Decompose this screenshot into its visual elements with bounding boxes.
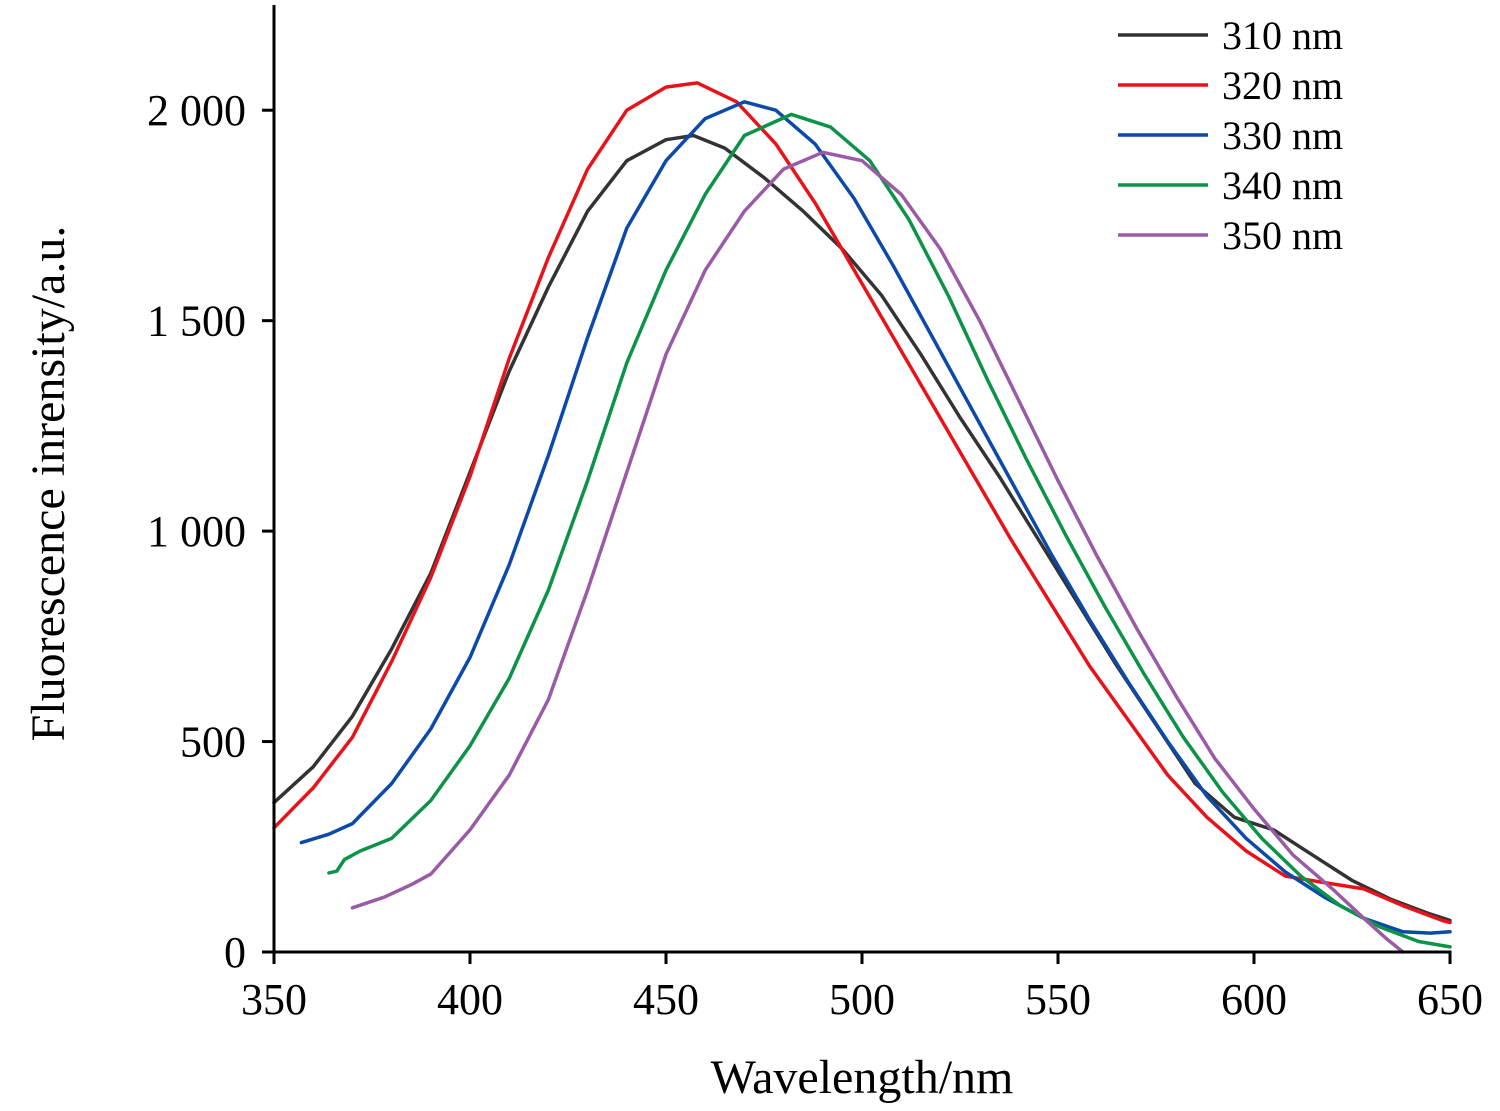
x-axis-ticks: 350 400 450 500 550 600 650 [241, 952, 1483, 1024]
y-tick-label: 0 [224, 928, 246, 977]
x-tick-label: 550 [1025, 975, 1091, 1024]
x-tick-label: 500 [829, 975, 895, 1024]
x-tick-label: 350 [241, 975, 307, 1024]
series-line-350-nm [350, 150, 1405, 954]
x-tick-label: 600 [1221, 975, 1287, 1024]
y-tick-label: 1 500 [147, 297, 246, 346]
y-tick-label: 2 000 [147, 86, 246, 135]
series-line-320-nm [272, 81, 1452, 925]
series-line-340-nm [327, 112, 1452, 949]
x-tick-label: 450 [633, 975, 699, 1024]
legend-label: 350 nm [1222, 213, 1343, 258]
legend-label: 310 nm [1222, 13, 1343, 58]
y-axis-title: Fluorescence inrensity/a.u. [22, 226, 75, 742]
legend-label: 330 nm [1222, 113, 1343, 158]
series-line-330-nm [299, 100, 1452, 935]
x-axis-title: Wavelength/nm [711, 1051, 1014, 1104]
x-tick-label: 650 [1417, 975, 1483, 1024]
legend-label: 340 nm [1222, 163, 1343, 208]
y-tick-label: 500 [180, 718, 246, 767]
x-tick-label: 400 [437, 975, 503, 1024]
y-axis-ticks: 0 500 1 000 1 500 2 000 [147, 86, 274, 977]
legend: 310 nm 320 nm 330 nm 340 nm 350 nm [1118, 13, 1343, 258]
y-tick-label: 1 000 [147, 507, 246, 556]
series-lines [272, 81, 1452, 954]
legend-label: 320 nm [1222, 63, 1343, 108]
